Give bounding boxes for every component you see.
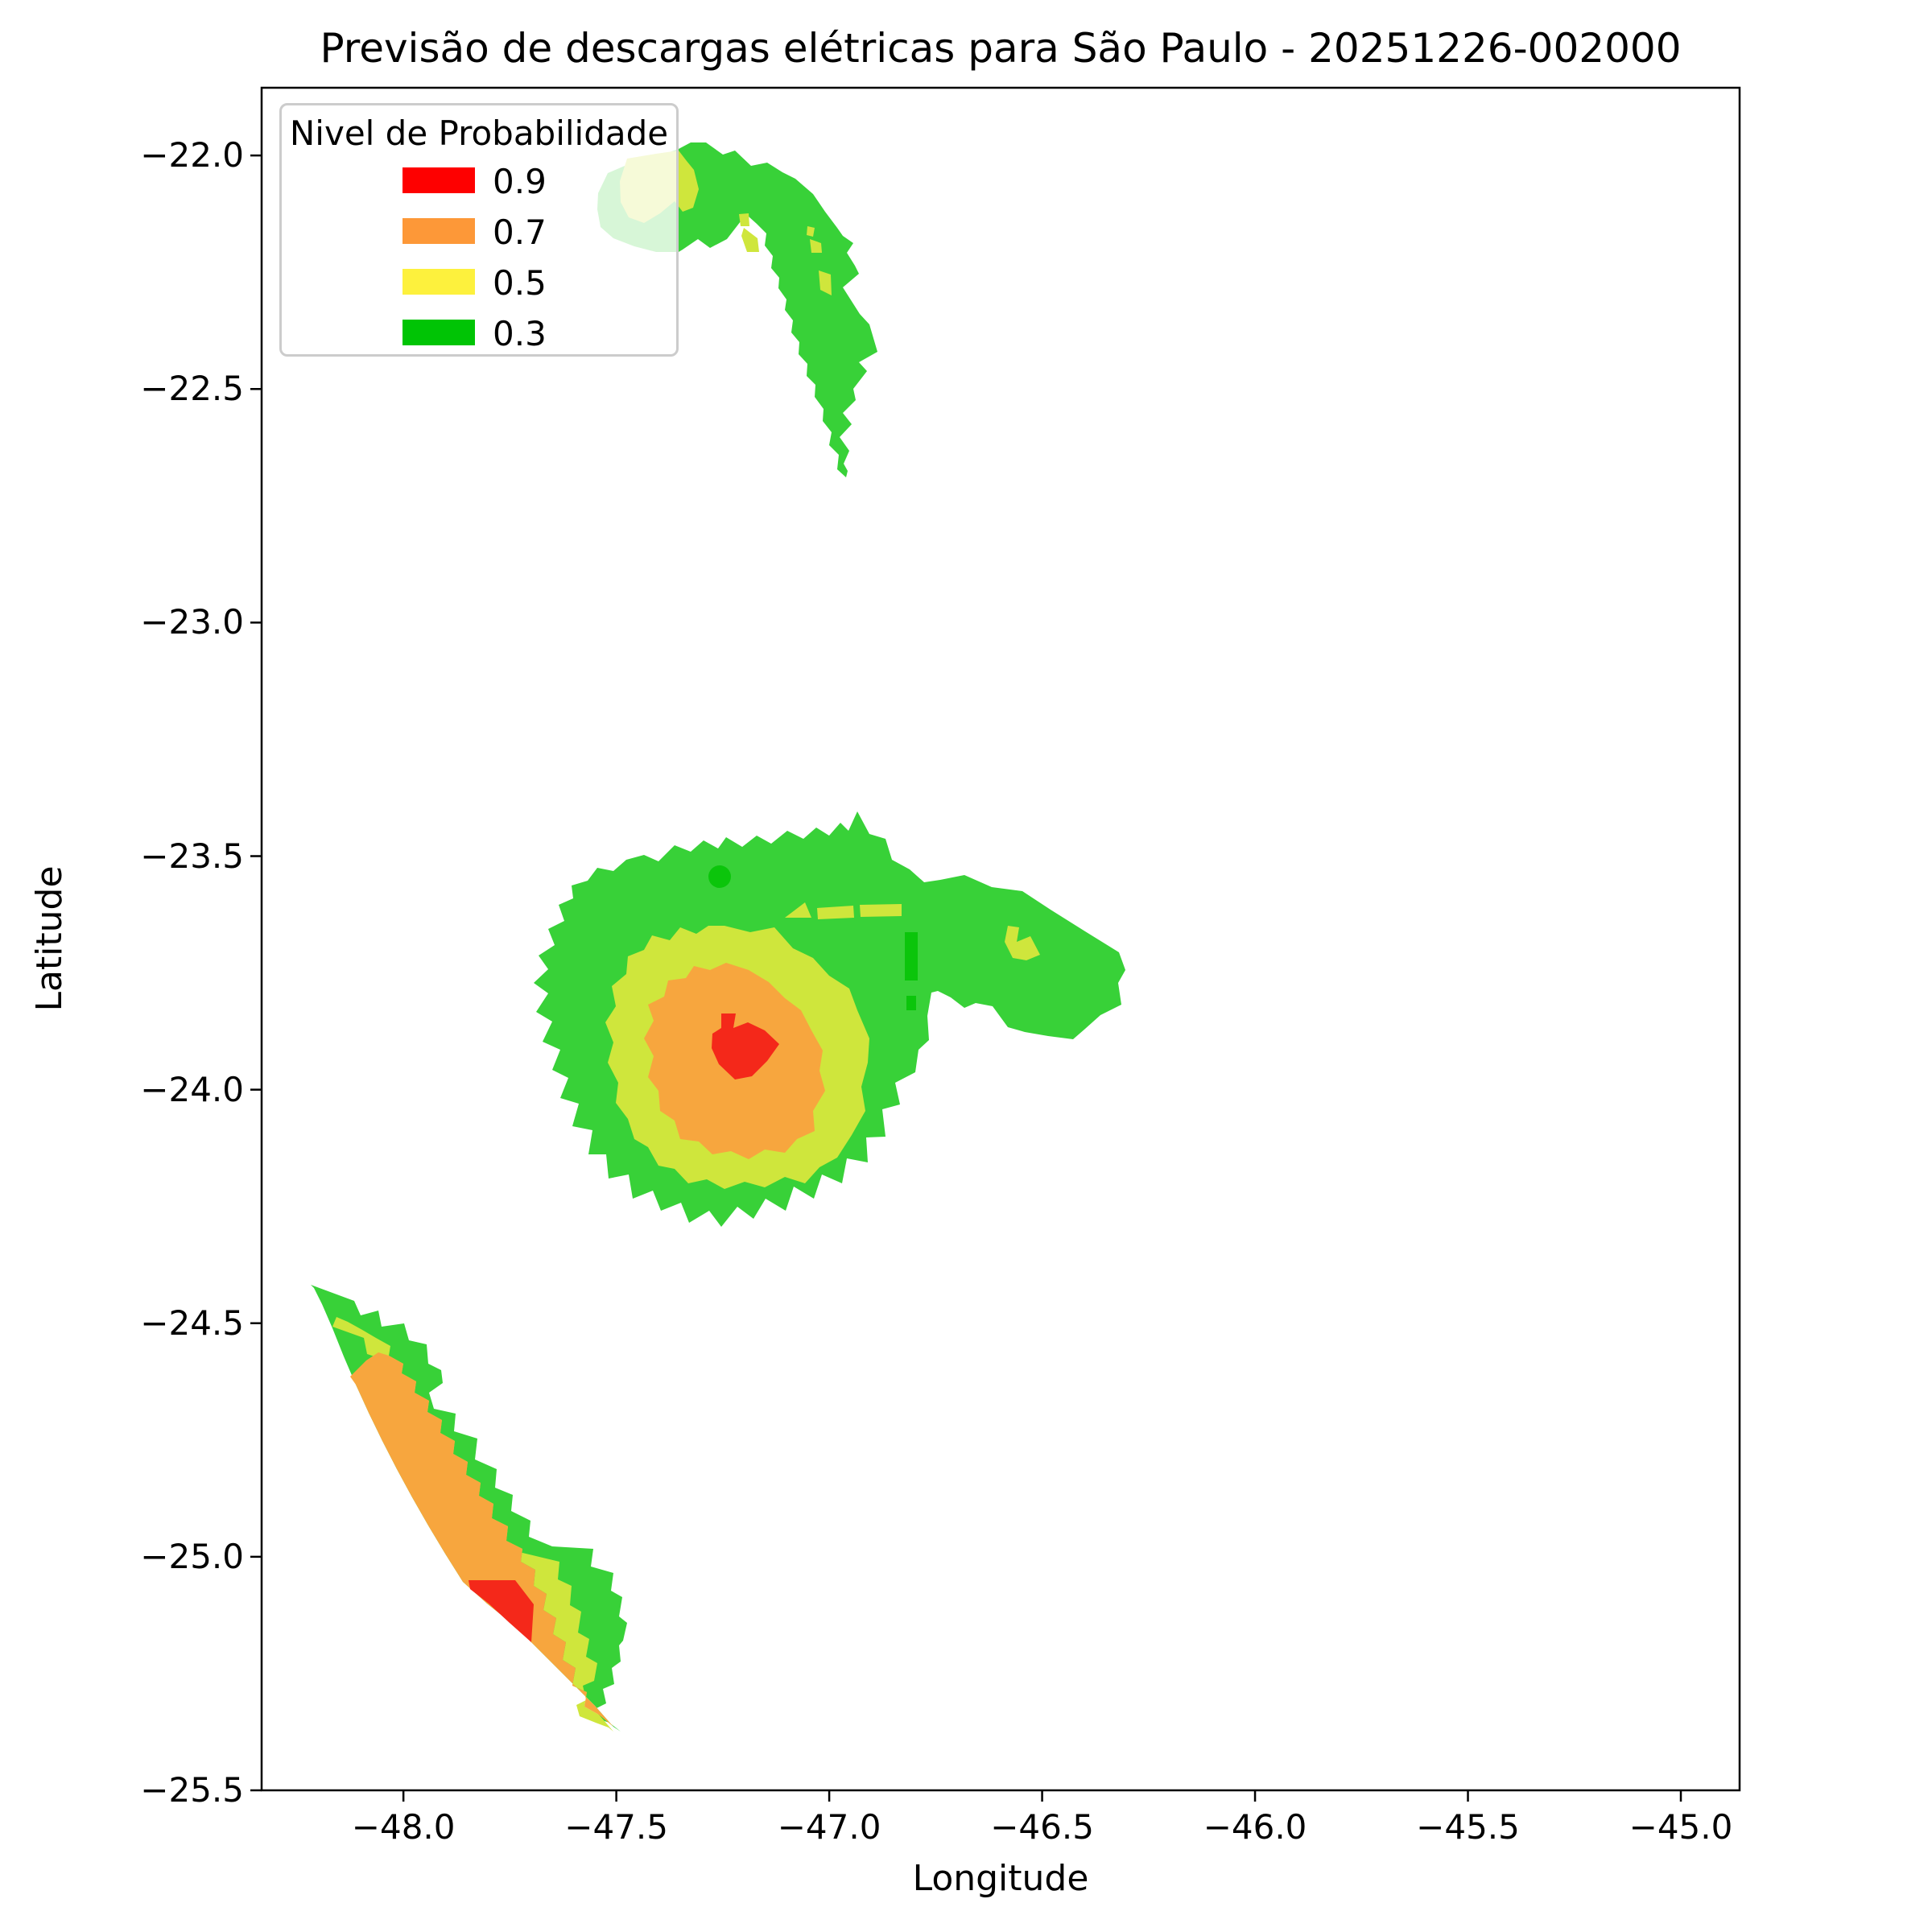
legend-row-0.5: 0.5: [282, 263, 676, 303]
legend-row-0.3: 0.3: [282, 314, 676, 353]
north-cell-yellow-sliver-1: [739, 213, 749, 226]
legend-label: 0.3: [493, 314, 547, 353]
x-tick-label: −46.0: [1203, 1807, 1307, 1847]
observation-dot-marker: [708, 865, 731, 888]
legend-swatch-0.7: [402, 218, 475, 244]
y-tick-label: −23.5: [140, 836, 244, 876]
north-cell-yellow-sliver-3: [807, 226, 815, 237]
legend-row-0.9: 0.9: [282, 162, 676, 201]
southwest-band-orange-stub: [423, 1469, 448, 1484]
legend-swatch-0.5: [402, 269, 475, 295]
x-tick-label: −48.0: [351, 1807, 456, 1847]
legend-label: 0.7: [493, 213, 547, 252]
contour-layer: [311, 142, 1125, 1732]
central-cell-red-core: [712, 1013, 779, 1080]
y-tick-label: −24.0: [140, 1069, 244, 1109]
north-cell-yellow-sliver-2: [741, 228, 759, 252]
observation-bar-marker-1: [905, 932, 918, 980]
legend-swatch-0.3: [402, 320, 475, 345]
axes-frame: [250, 86, 1741, 1802]
y-tick-label: −25.0: [140, 1536, 244, 1576]
southwest-band-orange: [350, 1352, 613, 1727]
y-tick-label: −24.5: [140, 1302, 244, 1343]
plot-border: [260, 86, 1741, 1792]
east-lobe-yellow-patch: [1005, 926, 1040, 960]
y-tick-label: −22.0: [140, 135, 244, 175]
legend-box: Nivel de Probabilidade 0.9 0.7 0.5 0.3: [279, 103, 679, 357]
north-cell-yellow-sliver-4: [810, 239, 822, 253]
marker-layer: [708, 865, 918, 1010]
central-cell-yellow-dash-2: [860, 904, 902, 917]
x-tick-label: −45.0: [1629, 1807, 1733, 1847]
observation-bar-marker-2: [906, 996, 916, 1010]
central-cell-yellow-triangle: [785, 902, 811, 918]
central-cell-yellow-dash-1: [817, 906, 854, 919]
x-tick-label: −47.5: [564, 1807, 668, 1847]
y-tick-label: −23.0: [140, 602, 244, 642]
chart-title: Previsão de descargas elétricas para São…: [320, 25, 1682, 72]
southwest-band-red: [469, 1580, 534, 1642]
x-axis-label: Longitude: [912, 1858, 1089, 1899]
north-cell-yellow-sliver-5: [819, 270, 832, 295]
legend-label: 0.5: [493, 263, 547, 303]
y-tick-label: −25.5: [140, 1770, 244, 1810]
legend-label: 0.9: [493, 162, 547, 201]
x-tick-label: −45.5: [1416, 1807, 1520, 1847]
legend-swatch-0.9: [402, 167, 475, 193]
x-tick-label: −47.0: [777, 1807, 881, 1847]
legend-title: Nivel de Probabilidade: [289, 114, 669, 153]
y-tick-label: −22.5: [140, 369, 244, 409]
legend-row-0.7: 0.7: [282, 213, 676, 252]
x-tick-label: −46.5: [990, 1807, 1094, 1847]
